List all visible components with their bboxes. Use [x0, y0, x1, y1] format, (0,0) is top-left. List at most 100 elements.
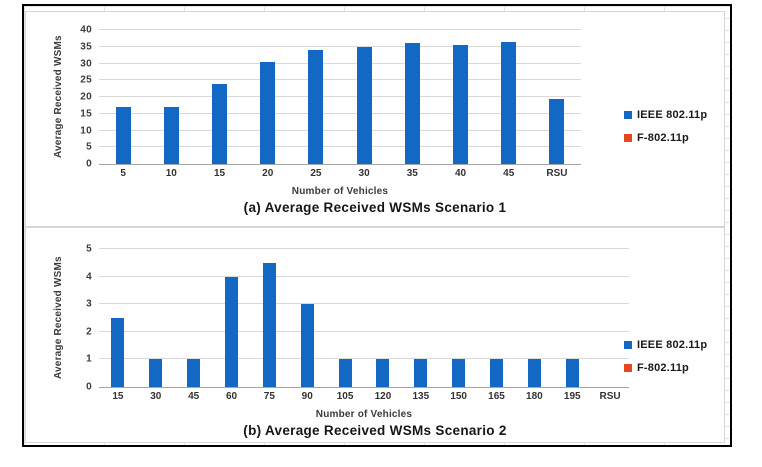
chart-caption: (b) Average Received WSMs Scenario 2: [243, 423, 507, 438]
bar-ieee-802-11p: [149, 359, 163, 387]
y-axis-ticks: 0 5 10 15 20 25 30 35 40: [30, 25, 92, 170]
x-category-label: 120: [374, 391, 392, 402]
x-category-label: 75: [263, 391, 275, 402]
plot-area: [99, 248, 629, 388]
legend-item-f-80211p: F-802.11p: [624, 132, 707, 144]
y-tick-label: 1: [86, 353, 92, 365]
bar-slot: [326, 249, 364, 387]
bar-ieee-802-11p: [225, 276, 238, 387]
x-category-label: 30: [358, 168, 370, 179]
bar-slot: [213, 249, 251, 387]
bars-group: [99, 249, 629, 387]
x-category-label: 90: [301, 391, 313, 402]
gridline: [99, 330, 629, 332]
bar-slot: [195, 30, 243, 164]
legend-item-ieee-80211p: IEEE 802.11p: [624, 109, 707, 121]
bar-slot: [244, 30, 292, 164]
legend-swatch-orange-icon: [624, 134, 632, 142]
x-category-label: 45: [188, 391, 200, 402]
bar-slot: [147, 30, 195, 164]
legend-label: IEEE 802.11p: [637, 339, 708, 351]
bar-ieee-802-11p: [565, 359, 579, 387]
x-category-label: 15: [112, 391, 124, 402]
bar-ieee-802-11p: [163, 107, 179, 164]
bar-ieee-802-11p: [260, 61, 276, 164]
bar-slot: [288, 249, 326, 387]
bar-slot: [292, 30, 340, 164]
legend-item-ieee-80211p: IEEE 802.11p: [624, 339, 707, 351]
x-axis-category-labels: 15 30 45 60 75 90 105 120 135 150 165 180 195 RSU: [99, 391, 629, 402]
plot-area: [99, 29, 581, 165]
worksheet-frame: Average Received WSMs 0 5 10 15 20 25 30 35 40 5…: [22, 4, 732, 447]
legend-label: F-802.11p: [637, 362, 689, 374]
y-tick-label: 3: [86, 298, 92, 310]
bar-slot: [515, 249, 553, 387]
gridline: [99, 79, 581, 81]
x-category-label: 35: [406, 168, 418, 179]
bar-ieee-802-11p: [501, 41, 517, 164]
bar-slot: [364, 249, 402, 387]
gridline: [99, 62, 581, 64]
y-tick-label: 5: [86, 141, 92, 153]
bar-slot: [388, 30, 436, 164]
bar-slot: [440, 249, 478, 387]
bar-ieee-802-11p: [115, 107, 131, 164]
x-category-label: 40: [454, 168, 467, 179]
x-category-label: 195: [563, 391, 581, 402]
bar-slot: [250, 249, 288, 387]
gridline: [99, 358, 629, 360]
x-category-label: 105: [336, 391, 354, 402]
x-axis-title: Number of Vehicles: [291, 186, 389, 197]
legend-label: IEEE 802.11p: [637, 109, 708, 121]
y-tick-label: 0: [86, 158, 92, 170]
x-category-label: 25: [310, 168, 322, 179]
x-category-label: 20: [262, 168, 274, 179]
y-tick-label: 4: [86, 271, 92, 283]
y-tick-label: 20: [80, 91, 92, 103]
y-tick-label: 40: [80, 24, 92, 36]
bar-slot: [436, 30, 484, 164]
bar-ieee-802-11p: [187, 359, 201, 387]
bar-ieee-802-11p: [527, 359, 541, 387]
y-tick-label: 0: [86, 381, 92, 393]
gridline: [99, 129, 581, 131]
gridline: [99, 303, 629, 305]
chart-scenario-1: Average Received WSMs 0 5 10 15 20 25 30 35 40 5…: [25, 11, 725, 227]
bar-ieee-802-11p: [308, 50, 324, 164]
x-category-label: 60: [225, 391, 238, 402]
bar-slot: [99, 249, 137, 387]
y-tick-label: 15: [80, 108, 92, 120]
bar-ieee-802-11p: [453, 45, 469, 164]
gridline: [99, 112, 581, 114]
bar-slot: [485, 30, 533, 164]
bar-ieee-802-11p: [300, 304, 314, 387]
legend-swatch-orange-icon: [624, 364, 632, 372]
gridline: [99, 96, 581, 97]
legend: IEEE 802.11p F-802.11p: [624, 109, 707, 144]
legend-label: F-802.11p: [637, 132, 689, 144]
legend-swatch-blue-icon: [624, 341, 632, 349]
x-axis-category-labels: 5 10 15 20 25 30 35 40 45 RSU: [99, 168, 581, 179]
y-axis-ticks: 0 1 2 3 4 5: [30, 244, 92, 393]
x-category-label: 45: [503, 168, 515, 179]
bar-slot: [99, 30, 147, 164]
gridline: [99, 146, 581, 148]
bar-ieee-802-11p: [452, 359, 466, 387]
x-category-label: 15: [213, 168, 226, 179]
x-axis-title: Number of Vehicles: [315, 409, 413, 420]
bar-slot: [533, 30, 581, 164]
bar-ieee-802-11p: [376, 359, 390, 387]
bar-slot: [340, 30, 388, 164]
bar-slot: [402, 249, 440, 387]
x-category-label: 150: [450, 391, 467, 402]
bar-slot: [137, 249, 175, 387]
bar-ieee-802-11p: [262, 262, 276, 387]
bar-slot: [175, 249, 213, 387]
y-tick-label: 30: [80, 58, 92, 69]
x-category-label: 5: [120, 168, 126, 179]
legend-swatch-blue-icon: [624, 111, 632, 119]
bars-group: [99, 30, 581, 164]
x-category-label: 30: [150, 391, 162, 402]
bar-ieee-802-11p: [414, 359, 428, 387]
bar-ieee-802-11p: [338, 359, 352, 387]
